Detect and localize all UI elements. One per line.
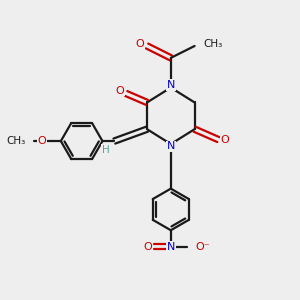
Text: N: N — [167, 80, 175, 90]
Text: N: N — [167, 141, 175, 152]
Text: O: O — [115, 85, 124, 96]
Text: O: O — [38, 136, 46, 146]
Text: O: O — [144, 242, 152, 252]
Text: O: O — [135, 39, 144, 49]
Text: O: O — [220, 135, 229, 145]
Text: O⁻: O⁻ — [196, 242, 210, 252]
Text: N: N — [167, 242, 175, 252]
Text: H: H — [102, 145, 109, 155]
Text: CH₃: CH₃ — [6, 136, 25, 146]
Text: CH₃: CH₃ — [203, 40, 223, 50]
